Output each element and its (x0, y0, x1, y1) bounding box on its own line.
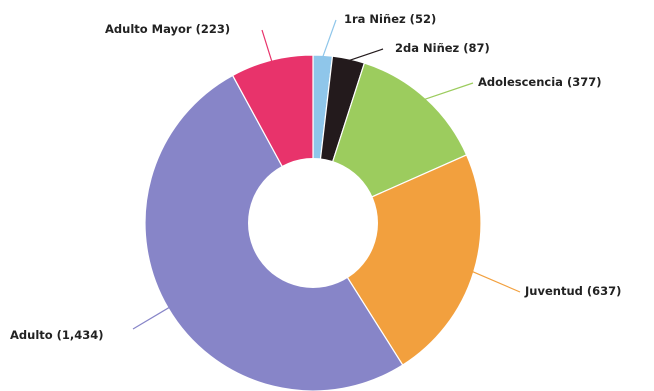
slice-label-1ra-ninez: 1ra Niñez (52) (344, 12, 436, 26)
slice-label-2da-ninez: 2da Niñez (87) (395, 41, 490, 55)
leader-lines (132, 19, 521, 330)
leader-line-adulto-mayor (261, 29, 273, 63)
slice-label-adolescencia: Adolescencia (377) (478, 75, 601, 89)
leader-line-adolescencia (423, 82, 474, 101)
slice-label-adulto-mayor: Adulto Mayor (223) (105, 22, 230, 36)
slice-label-adulto: Adulto (1,434) (10, 328, 104, 342)
leader-line-2da-ninez (347, 48, 384, 62)
leader-line-adulto (132, 306, 171, 330)
donut-hole (248, 158, 378, 288)
slice-labels: 1ra Niñez (52) 2da Niñez (87) Adolescencia… (10, 12, 621, 342)
leader-line-1ra-ninez (322, 19, 337, 58)
leader-line-juventud (471, 270, 521, 293)
slice-label-juventud: Juventud (637) (524, 284, 621, 298)
